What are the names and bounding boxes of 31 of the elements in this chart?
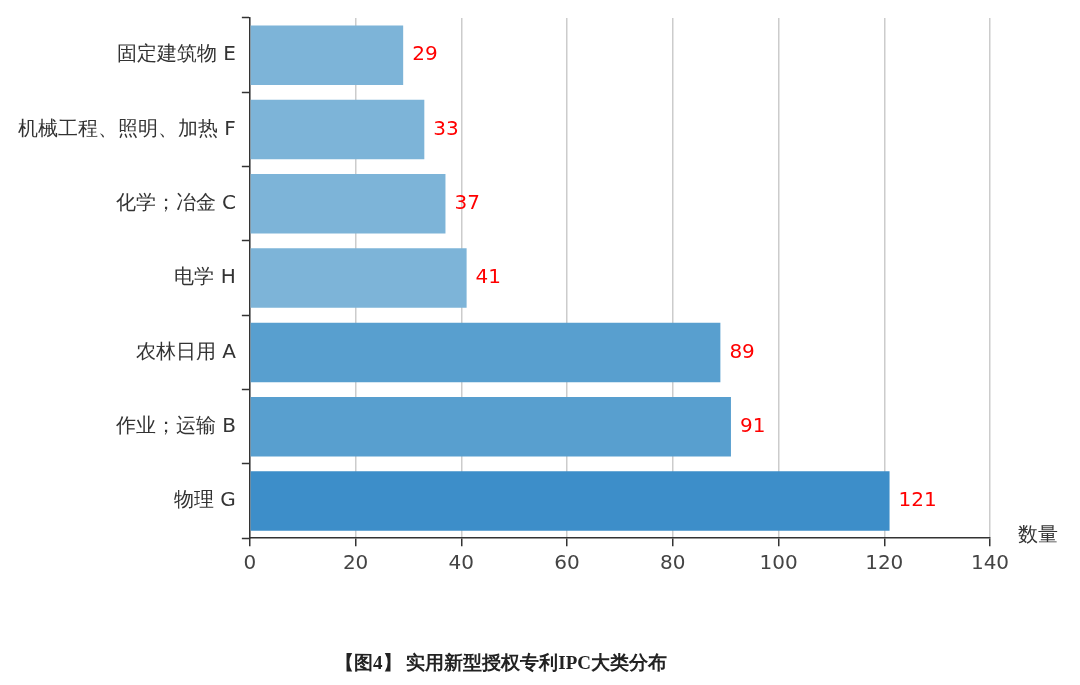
x-axis-title: 数量 (1018, 522, 1058, 547)
x-tick-label: 140 (970, 550, 1010, 575)
x-tick-label: 20 (342, 550, 369, 575)
bar (250, 397, 731, 457)
bar (250, 248, 467, 308)
y-tick-label: 化学；冶金 C (115, 189, 236, 214)
text: 【图4】 实用新型授权专利IPC大类分布 (335, 651, 667, 673)
bar (250, 471, 890, 531)
data-label: 33 (433, 115, 459, 140)
x-tick-label: 120 (865, 550, 904, 575)
bar (250, 322, 721, 383)
x-tick-label: 0 (243, 550, 257, 575)
data-label: 29 (412, 41, 438, 66)
data-label: 91 (739, 412, 766, 437)
y-tick-label: 物理 G (174, 487, 236, 512)
y-tick-label: 固定建筑物 E (116, 41, 236, 66)
x-tick-label: 40 (448, 550, 475, 575)
x-tick-label: 60 (554, 550, 580, 575)
bar (250, 99, 425, 160)
x-tick-label: 80 (660, 550, 686, 575)
data-label: 37 (454, 189, 480, 214)
y-tick-label: 农林日用 A (135, 338, 237, 363)
bar (250, 174, 446, 234)
bar (250, 25, 404, 85)
data-label: 41 (475, 264, 502, 289)
data-label: 89 (729, 338, 755, 363)
x-tick-label: 100 (759, 550, 798, 575)
y-tick-label: 电学 H (174, 264, 236, 289)
y-tick-label: 作业；运输 B (114, 412, 236, 437)
y-tick-label: 机械工程、照明、加热 F (17, 115, 236, 140)
data-label: 121 (898, 487, 937, 512)
